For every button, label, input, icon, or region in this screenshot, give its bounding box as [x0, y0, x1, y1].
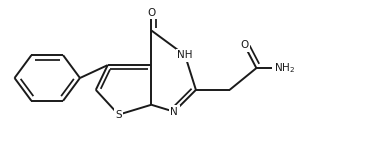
Text: NH: NH	[177, 50, 193, 60]
Text: O: O	[147, 8, 155, 18]
Text: NH$_2$: NH$_2$	[273, 61, 295, 75]
Text: N: N	[170, 107, 178, 117]
Text: S: S	[115, 110, 122, 120]
Text: O: O	[240, 40, 248, 50]
